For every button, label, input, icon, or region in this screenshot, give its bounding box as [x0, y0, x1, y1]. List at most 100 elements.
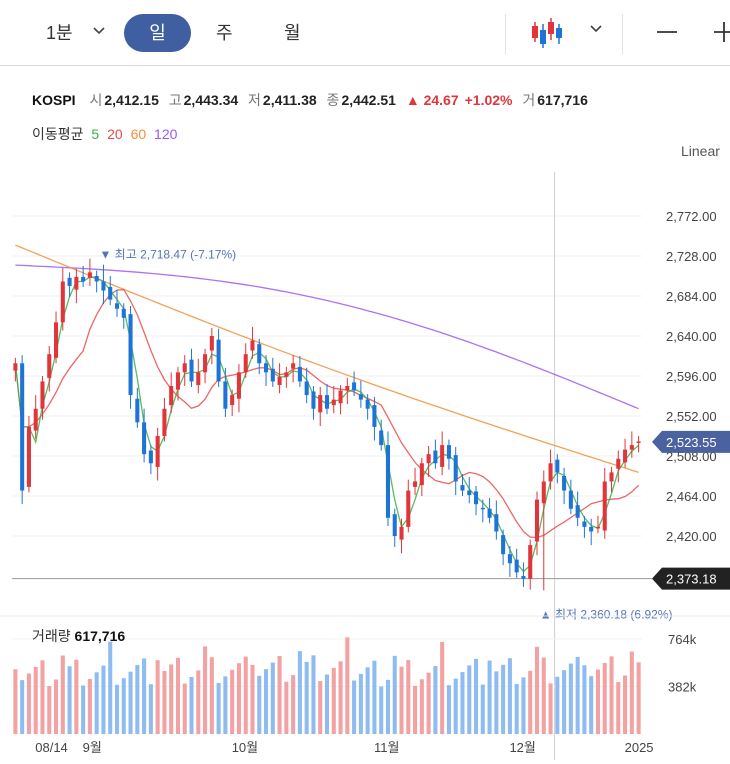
candle-body	[602, 481, 607, 531]
low-price-label: 2,373.18	[666, 572, 717, 587]
candle-body	[13, 363, 18, 371]
volume-bar	[521, 677, 526, 734]
volume-bar	[636, 662, 641, 734]
volume-bar	[26, 673, 31, 734]
volume-bar	[250, 664, 255, 734]
candle	[365, 394, 370, 420]
volume-bar	[507, 658, 512, 734]
candle-body	[365, 399, 370, 409]
candle	[108, 276, 113, 306]
candle	[433, 439, 438, 469]
candle-body	[304, 381, 309, 396]
volume-bar	[121, 678, 126, 734]
volume-label: 거	[522, 92, 536, 108]
candle-body	[60, 281, 65, 323]
volume-bar	[406, 660, 411, 734]
chevron-down-icon[interactable]	[92, 24, 106, 38]
scale-mode-toggle[interactable]: Linear	[681, 143, 720, 159]
close-value: 2,442.51	[341, 92, 396, 108]
candle-body	[446, 445, 451, 459]
candle-body	[548, 463, 553, 482]
change-value: ▲ 24.67	[405, 92, 459, 108]
volume-bar	[629, 651, 634, 734]
candle	[47, 346, 52, 392]
y-tick-label: 2,728.00	[666, 249, 717, 264]
candle-body	[318, 395, 323, 413]
moving-average-legend[interactable]: 이동평균 5 20 60 120	[32, 124, 181, 144]
high-annotation: ▼ 최고 2,718.47 (-7.17%)	[99, 248, 236, 262]
candle-body	[501, 535, 506, 555]
interval-minute-button[interactable]: 1분	[46, 23, 73, 43]
candle-body	[352, 382, 357, 391]
volume-bar	[548, 683, 553, 734]
candle-body	[460, 485, 465, 491]
y-tick-label: 2,772.00	[666, 209, 717, 224]
candle	[629, 431, 634, 458]
candle	[399, 518, 404, 554]
candle-body	[162, 408, 167, 436]
volume-bar	[101, 665, 106, 734]
candle	[20, 355, 25, 505]
candle	[284, 366, 289, 388]
volume-bar	[616, 682, 621, 734]
chevron-down-icon[interactable]	[589, 22, 603, 36]
candle	[480, 499, 485, 523]
candlestick-icon[interactable]	[530, 16, 564, 50]
candle	[209, 327, 214, 365]
candle-body	[230, 395, 235, 406]
candle-body	[392, 514, 397, 536]
volume-bar	[419, 679, 424, 734]
interval-week-button[interactable]: 주	[216, 23, 233, 43]
minus-icon[interactable]	[655, 24, 679, 40]
interval-month-button[interactable]: 월	[284, 23, 301, 43]
candle	[636, 436, 641, 453]
candle-body	[297, 366, 302, 382]
candle	[406, 479, 411, 533]
candle	[548, 449, 553, 490]
candle-body	[385, 445, 390, 518]
volume-bar	[114, 684, 120, 734]
volume-bar	[440, 642, 445, 734]
x-tick-label: 2025	[625, 740, 654, 755]
plus-icon[interactable]	[712, 20, 730, 44]
candle-body	[223, 381, 228, 409]
candle	[311, 386, 316, 420]
x-tick-label: 08/14	[35, 740, 68, 755]
candle-body	[582, 521, 587, 527]
candle-body	[616, 458, 621, 469]
volume-bar	[81, 685, 86, 734]
volume-panel-title: 거래량 617,716	[32, 626, 125, 646]
low-value: 2,411.38	[262, 92, 317, 108]
y-tick-label: 2,596.00	[666, 369, 717, 384]
volume-bar	[528, 670, 533, 734]
candle	[318, 386, 323, 426]
volume-bar	[291, 675, 296, 734]
candle	[230, 389, 235, 416]
candle	[507, 546, 512, 577]
candle	[291, 355, 296, 383]
candle-body	[250, 340, 255, 351]
candle-body	[196, 372, 201, 386]
interval-day-button[interactable]: 일	[124, 14, 191, 52]
candle	[13, 357, 18, 382]
candle	[40, 376, 45, 420]
candle-body	[467, 490, 472, 496]
candle-body	[87, 272, 92, 278]
volume-bar	[128, 671, 133, 734]
candle-body	[20, 363, 25, 491]
volume-bar	[385, 679, 390, 734]
candle	[392, 508, 397, 547]
candle-body	[514, 559, 519, 573]
volume-bar	[47, 686, 52, 734]
volume-bar	[33, 666, 38, 734]
volume-bar	[155, 660, 160, 734]
candle	[243, 343, 248, 378]
volume-bar	[392, 655, 397, 734]
candle-body	[155, 436, 160, 467]
volume-bar	[426, 672, 431, 734]
candle-body	[26, 426, 31, 487]
candle	[595, 516, 600, 534]
y-tick-label: 2,684.00	[666, 289, 717, 304]
volume-bar	[399, 666, 404, 734]
